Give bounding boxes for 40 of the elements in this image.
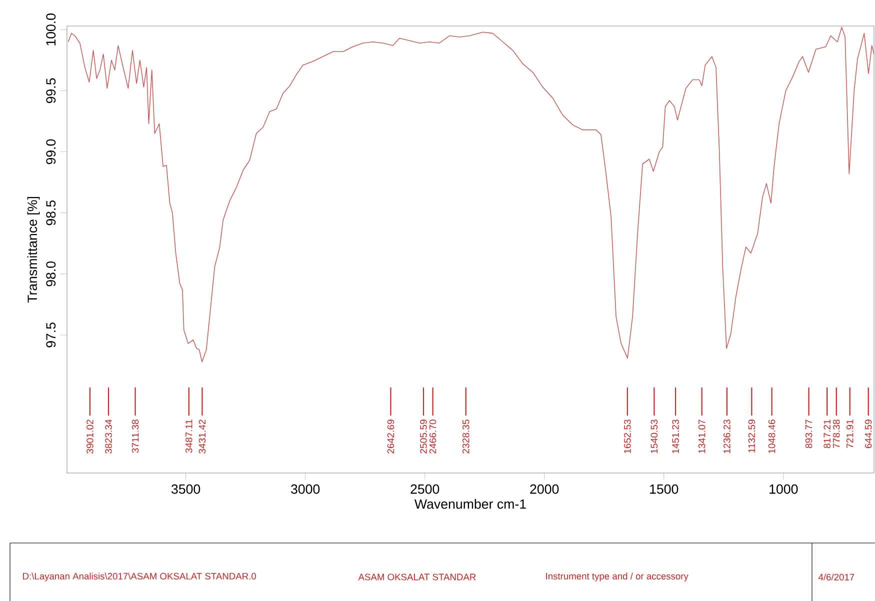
annotation: 2466.70 <box>429 420 436 454</box>
annotation: 1236.23 <box>724 420 730 454</box>
line-series <box>68 26 874 362</box>
y-tick-label: 99.0 <box>46 139 56 164</box>
text: D:\Layanan Analisis\2017\ASAM OKSALAT STANDAR.0 <box>23 572 256 582</box>
annotation: 3711.38 <box>132 420 139 453</box>
annotation: 3431.42 <box>198 420 206 454</box>
annotation: 1048.46 <box>768 420 776 454</box>
y-tick-label: 99.5 <box>46 78 56 104</box>
y-tick-label: 98.0 <box>46 261 56 286</box>
y-tick-label: 98.5 <box>46 200 56 226</box>
annotation: 1652.53 <box>624 420 631 454</box>
annotation: 1540.53 <box>650 420 658 454</box>
y-tick-label: 100.0 <box>46 14 56 46</box>
annotation: 721.91 <box>846 420 854 448</box>
y-axis-title: Transmittance [%] <box>27 196 40 303</box>
y-tick-label: 97.5 <box>46 322 56 348</box>
annotation: 3823.34 <box>105 419 112 454</box>
annotation: 1132.59 <box>748 420 756 452</box>
annotation: 2505.59 <box>420 420 427 454</box>
annotation: 2642.69 <box>387 420 394 454</box>
x-tick-label: 1500 <box>650 484 678 494</box>
annotation: 817.21 <box>824 420 830 448</box>
x-tick-label: 2000 <box>530 484 559 494</box>
x-tick-label: 1000 <box>770 484 798 494</box>
annotation: 893.77 <box>805 420 812 448</box>
annotation: 1451.23 <box>672 420 679 454</box>
annotation: 644.59 <box>864 420 872 448</box>
text: Instrument type and / or accessory <box>546 572 688 582</box>
annotation: 3901.02 <box>86 420 94 454</box>
annotation: 1341.07 <box>698 420 706 454</box>
x-tick-label: 2500 <box>410 484 440 494</box>
x-tick-label: 3500 <box>171 484 200 494</box>
text: 4/6/2017 <box>818 574 854 580</box>
annotation: 2328.35 <box>462 420 470 454</box>
x-axis-title: Wavenumber cm-1 <box>414 498 526 509</box>
annotation: 778.38 <box>832 420 840 448</box>
annotation: 3487.11 <box>185 420 192 453</box>
text: ASAM OKSALAT STANDAR <box>358 574 476 580</box>
x-tick-label: 3000 <box>290 484 320 494</box>
